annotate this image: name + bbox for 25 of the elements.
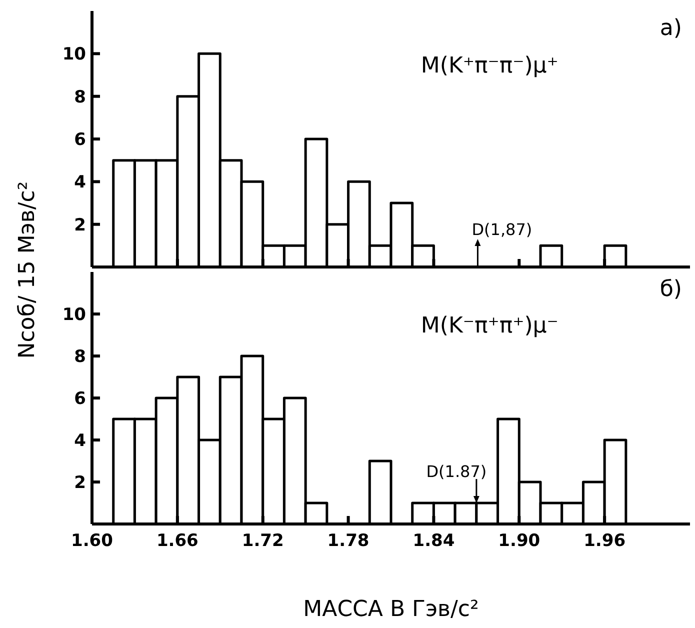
x-tick-label: 1.90: [498, 531, 540, 552]
annotation: б): [660, 277, 682, 302]
annotation: D(1.87): [426, 462, 487, 481]
annotation: M(K⁺π⁻π⁻)μ⁺: [420, 53, 558, 78]
annotation: M(K⁻π⁺π⁺)μ⁻: [420, 313, 558, 338]
y-tick-label: 6: [74, 389, 86, 410]
x-tick-label: 1.66: [156, 531, 198, 552]
y-tick-label: 10: [62, 44, 86, 65]
y-tick-label: 8: [74, 347, 86, 368]
x-tick-label: 1.72: [242, 531, 284, 552]
y-tick-label: 4: [74, 172, 86, 193]
x-tick-label: 1.78: [327, 531, 370, 552]
y-tick-label: 4: [74, 431, 86, 452]
y-tick-label: 2: [74, 215, 86, 236]
x-tick-label: 1.84: [412, 531, 455, 552]
annotation: D(1,87): [472, 220, 532, 239]
x-tick-label: 1.60: [71, 531, 114, 552]
y-tick-label: 8: [74, 87, 86, 108]
y-axis-title: Nсоб/ 15 Мэв/с²: [15, 181, 40, 359]
y-tick-label: 2: [74, 473, 86, 494]
y-tick-label: 6: [74, 130, 86, 150]
annotation: a): [660, 16, 682, 41]
y-tick-label: 10: [62, 305, 86, 326]
x-tick-label: 1.96: [584, 531, 626, 552]
x-axis-title: МАССА В Гэв/с²: [303, 597, 479, 622]
